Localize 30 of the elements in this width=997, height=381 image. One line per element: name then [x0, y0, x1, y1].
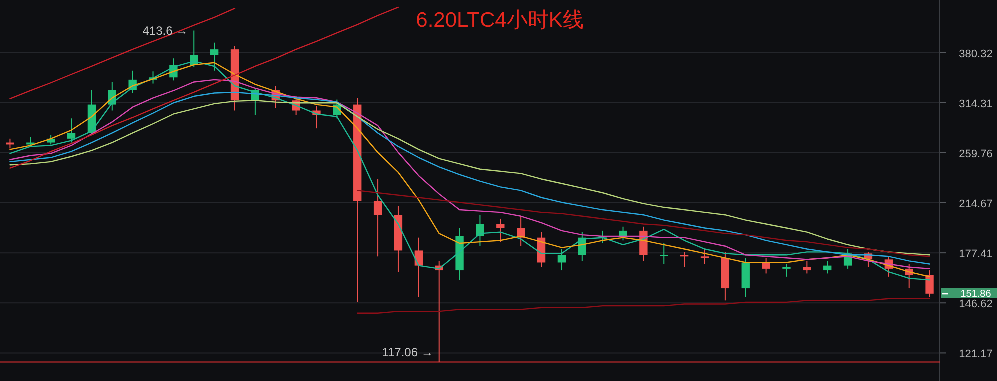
y-tick-label: 121.17 [959, 348, 993, 361]
line-series [357, 298, 930, 314]
candlestick [700, 248, 710, 265]
y-tick-label: 259.76 [959, 148, 993, 160]
candlestick [374, 178, 382, 258]
chart-title: 6.20LTC4小时K线 [416, 9, 584, 32]
candlestick [824, 260, 832, 274]
line-series [10, 8, 236, 100]
candlestick [414, 237, 423, 298]
line-series [357, 190, 930, 258]
candlestick [619, 226, 628, 242]
annotation: 413.6 → [142, 24, 188, 38]
candlestick [210, 42, 219, 72]
candlestick [496, 218, 505, 243]
annotation: 117.06 → [382, 345, 434, 360]
line-series [10, 6, 400, 169]
candlestick [680, 252, 689, 268]
candlestick [476, 214, 484, 247]
candlestick [926, 270, 934, 298]
y-tick-label: 177.41 [959, 248, 993, 261]
candlestick [558, 248, 566, 272]
y-tick-label: 314.31 [959, 98, 993, 110]
y-tick-label: 380.32 [959, 48, 993, 60]
candlestick [782, 264, 791, 278]
candlestick [803, 260, 812, 274]
candlestick [660, 242, 668, 265]
text: 151.86 [960, 289, 992, 300]
y-tick-label: 146.62 [959, 298, 993, 311]
y-tick-label: 214.67 [959, 198, 993, 210]
candlestick [67, 118, 76, 144]
